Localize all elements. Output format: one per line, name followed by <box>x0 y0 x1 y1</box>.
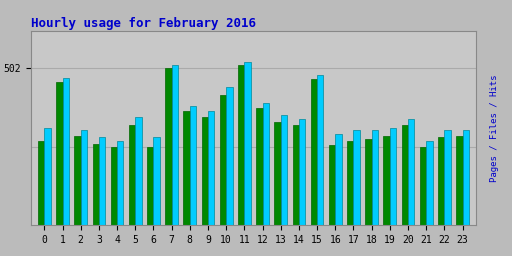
Bar <box>226 87 232 225</box>
Bar <box>172 65 178 225</box>
Bar <box>347 141 353 225</box>
Bar <box>93 144 99 225</box>
Bar <box>147 147 154 225</box>
Bar <box>426 141 433 225</box>
Bar <box>154 137 160 225</box>
Text: Pages / Files / Hits: Pages / Files / Hits <box>489 74 499 182</box>
Text: Hourly usage for February 2016: Hourly usage for February 2016 <box>31 17 255 29</box>
Bar <box>462 130 469 225</box>
Bar <box>62 78 69 225</box>
Bar <box>183 111 190 225</box>
Bar <box>208 111 215 225</box>
Bar <box>99 137 105 225</box>
Bar <box>111 147 117 225</box>
Bar <box>353 130 360 225</box>
Bar <box>56 82 62 225</box>
Bar <box>335 134 342 225</box>
Bar <box>81 130 87 225</box>
Bar <box>401 125 408 225</box>
Bar <box>372 130 378 225</box>
Bar <box>263 103 269 225</box>
Bar <box>456 136 462 225</box>
Bar <box>408 119 414 225</box>
Bar <box>256 108 263 225</box>
Bar <box>329 145 335 225</box>
Bar <box>190 106 196 225</box>
Bar <box>444 130 451 225</box>
Bar <box>135 117 142 225</box>
Bar <box>74 136 81 225</box>
Bar <box>383 136 390 225</box>
Bar <box>299 119 305 225</box>
Bar <box>244 62 251 225</box>
Bar <box>238 65 244 225</box>
Bar <box>165 68 172 225</box>
Bar <box>220 95 226 225</box>
Bar <box>365 139 372 225</box>
Bar <box>281 115 287 225</box>
Bar <box>202 117 208 225</box>
Bar <box>390 128 396 225</box>
Bar <box>38 141 45 225</box>
Bar <box>311 79 317 225</box>
Bar <box>317 75 324 225</box>
Bar <box>117 141 123 225</box>
Bar <box>438 137 444 225</box>
Bar <box>274 122 281 225</box>
Bar <box>45 128 51 225</box>
Bar <box>129 125 135 225</box>
Bar <box>420 147 426 225</box>
Bar <box>292 125 299 225</box>
